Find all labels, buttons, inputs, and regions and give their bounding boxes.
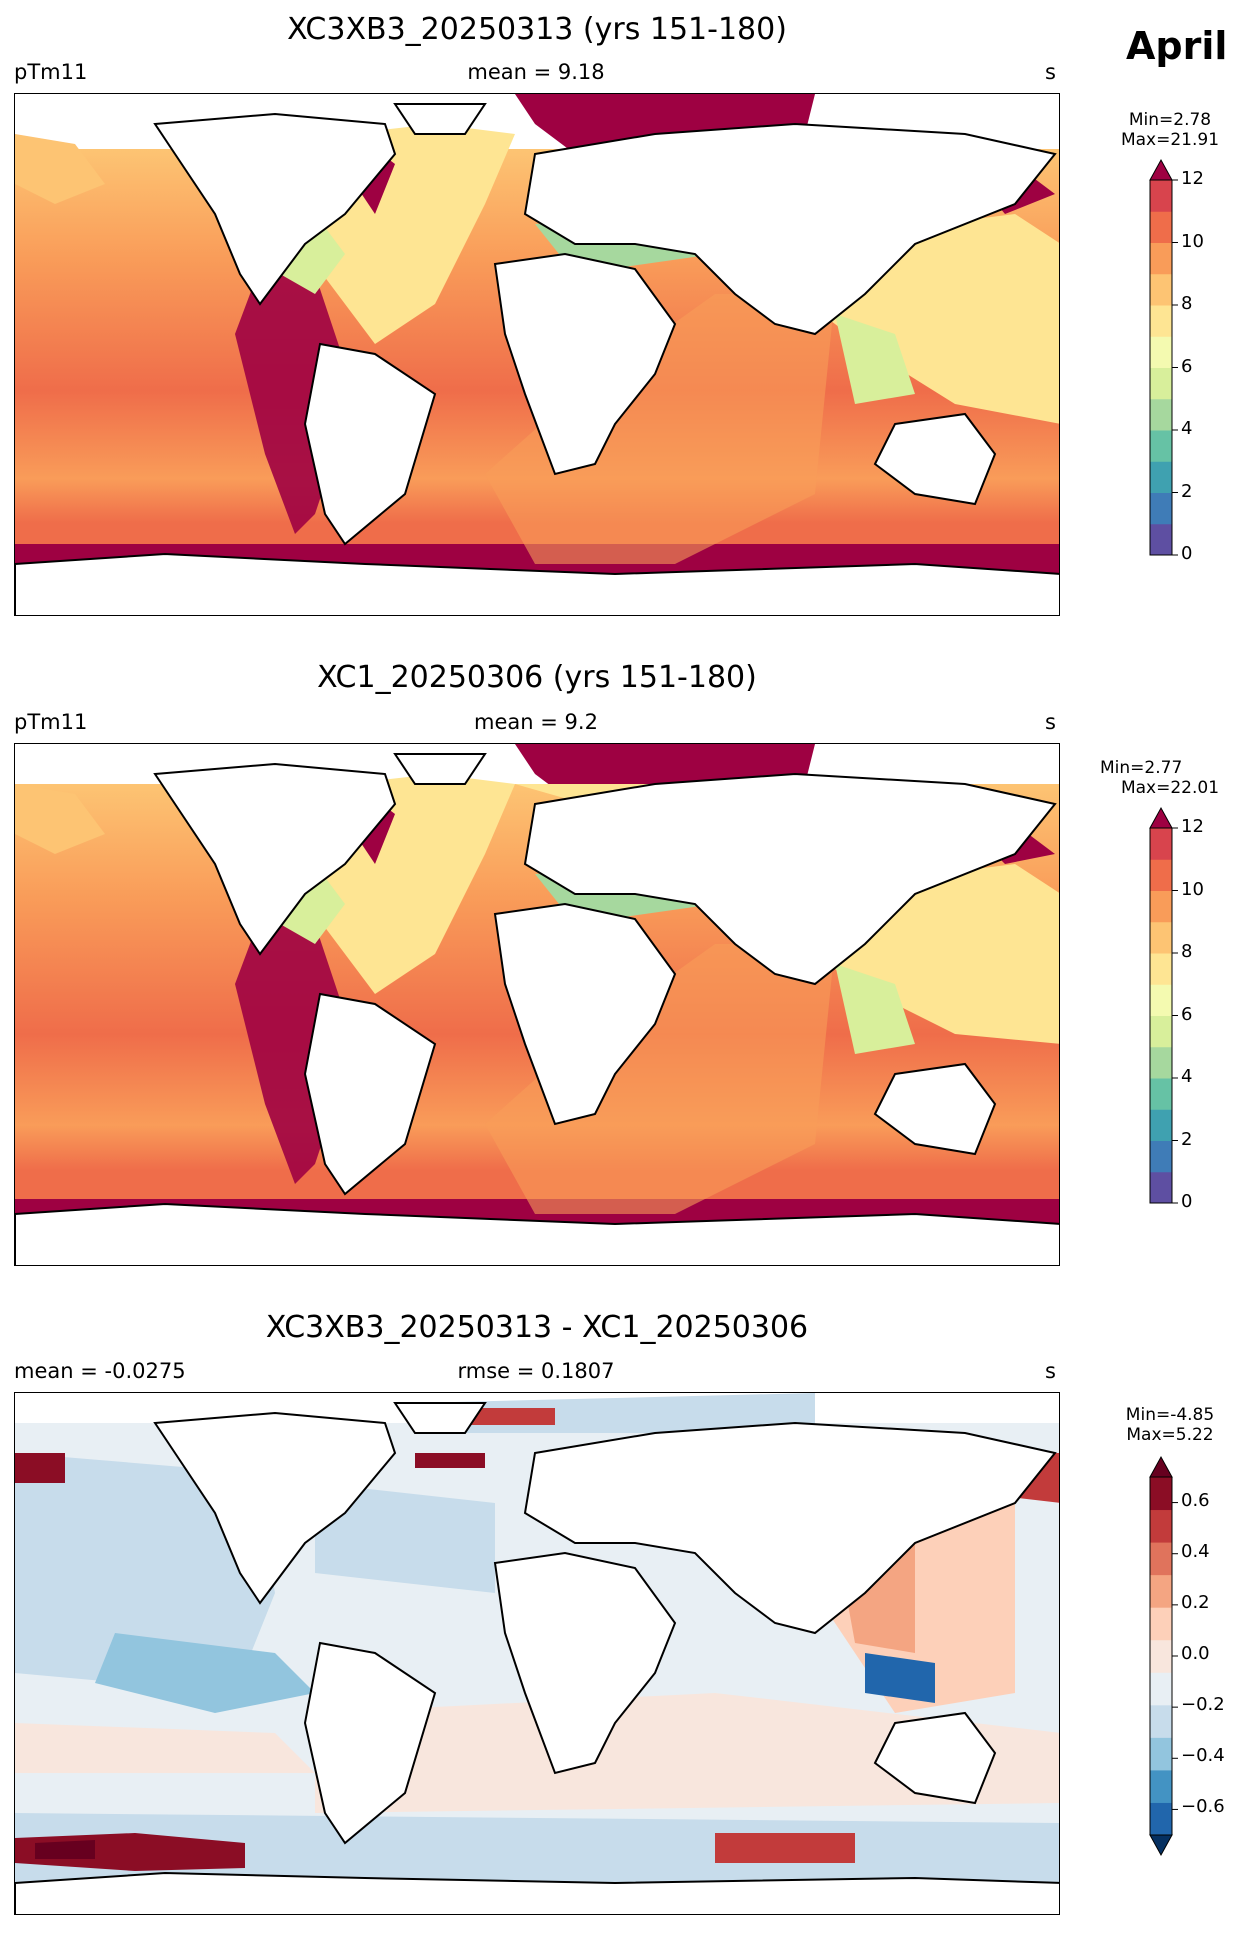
- colorbar-swatch: [1150, 1769, 1172, 1803]
- colorbar-swatch: [1150, 1802, 1172, 1836]
- panel-2-colorbar-min: Min=2.77: [1100, 758, 1183, 778]
- panel-3-mean-label: mean = -0.0275: [14, 1359, 186, 1383]
- panel-1-variable-label: pTm11: [14, 60, 88, 84]
- colorbar-swatch: [1150, 1109, 1172, 1141]
- panel-1-mean-label: mean = 9.18: [467, 60, 605, 84]
- colorbar-swatch: [1150, 461, 1172, 493]
- panel-1-colorbar: [1149, 158, 1178, 556]
- month-label: April: [1126, 24, 1228, 68]
- panel-2-variable-label: pTm11: [14, 710, 88, 734]
- panel-3-colorbar-tick-0.4: 0.4: [1181, 1541, 1210, 1562]
- colorbar-swatch: [1150, 921, 1172, 954]
- panel-3-title: XC3XB3_20250313 - XC1_20250306: [265, 1310, 809, 1345]
- colorbar-swatch: [1150, 273, 1172, 306]
- colorbar-swatch: [1150, 305, 1172, 337]
- panel-3-colorbar-max: Max=5.22: [1126, 1425, 1214, 1445]
- colorbar-swatch: [1150, 1574, 1172, 1608]
- colorbar-swatch: [1150, 1140, 1172, 1173]
- colorbar-swatch: [1150, 953, 1172, 985]
- panel-2-mean-label: mean = 9.2: [474, 710, 598, 734]
- panel-3-colorbar-tick-neg0.2: −0.2: [1181, 1694, 1225, 1715]
- panel-3-colorbar-tick-0.6: 0.6: [1181, 1490, 1210, 1511]
- colorbar-swatch: [1150, 211, 1172, 243]
- colorbar-swatch: [1150, 859, 1172, 891]
- panel-1-colorbar-max: Max=21.91: [1120, 130, 1220, 150]
- colorbar-swatch: [1150, 1639, 1172, 1673]
- colorbar-extend-max-arrow: [1149, 1455, 1173, 1478]
- panel-1-colorbar-tick-6: 6: [1181, 356, 1193, 377]
- panel-1-colorbar-tick-4: 4: [1181, 418, 1193, 439]
- panel-3-colorbar: [1149, 1455, 1178, 1857]
- colorbar-swatch: [1150, 1737, 1172, 1771]
- panel-2-colorbar-max: Max=22.01: [1120, 778, 1220, 798]
- colorbar-swatch: [1150, 523, 1172, 556]
- panel-2-colorbar: [1149, 806, 1178, 1204]
- colorbar-swatch: [1150, 1078, 1172, 1110]
- colorbar-swatch: [1150, 1477, 1172, 1511]
- colorbar-swatch: [1150, 1672, 1172, 1706]
- panel-2-colorbar-tick-10: 10: [1181, 879, 1204, 900]
- colorbar-swatch: [1150, 1171, 1172, 1204]
- colorbar-swatch: [1150, 180, 1172, 212]
- panel-2-map: [14, 743, 1060, 1266]
- panel-3-colorbar-swatches: [1149, 1455, 1178, 1857]
- panel-1-colorbar-tick-0: 0: [1181, 543, 1193, 564]
- panel-2-colorbar-tick-4: 4: [1181, 1066, 1193, 1087]
- panel-1-land: [15, 103, 1059, 615]
- colorbar-swatch: [1150, 1607, 1172, 1641]
- panel-1-colorbar-tick-12: 12: [1181, 168, 1204, 189]
- colorbar-swatch: [1150, 430, 1172, 462]
- panel-2-colorbar-tick-12: 12: [1181, 816, 1204, 837]
- panel-1-title: XC3XB3_20250313 (yrs 151-180): [287, 12, 787, 47]
- colorbar-extend-max-arrow: [1149, 806, 1173, 829]
- panel-2-land: [15, 753, 1059, 1265]
- colorbar-swatch: [1150, 1704, 1172, 1738]
- panel-3-land: [15, 1402, 1059, 1914]
- panel-1-colorbar-tick-8: 8: [1181, 293, 1193, 314]
- panel-2-colorbar-swatches: [1149, 806, 1178, 1204]
- panel-1-colorbar-tick-2: 2: [1181, 481, 1193, 502]
- panel-2-colorbar-tick-0: 0: [1181, 1191, 1193, 1212]
- panel-3-colorbar-tick-neg0.4: −0.4: [1181, 1745, 1225, 1766]
- panel-1-colorbar-min: Min=2.78: [1128, 110, 1212, 130]
- colorbar-swatch: [1150, 828, 1172, 860]
- panel-1-units-label: s: [1045, 60, 1056, 84]
- panel-3-colorbar-tick-0.0: 0.0: [1181, 1643, 1210, 1664]
- colorbar-swatch: [1150, 492, 1172, 525]
- colorbar-swatch: [1150, 890, 1172, 923]
- panel-2-title: XC1_20250306 (yrs 151-180): [317, 660, 757, 695]
- panel-2-colorbar-tick-6: 6: [1181, 1004, 1193, 1025]
- panel-3-rmse-label: rmse = 0.1807: [457, 1359, 615, 1383]
- panel-3-map: [14, 1392, 1060, 1915]
- colorbar-swatch: [1150, 984, 1172, 1016]
- colorbar-swatch: [1150, 242, 1172, 275]
- panel-1-map: [14, 93, 1060, 616]
- colorbar-swatch: [1150, 1046, 1172, 1079]
- panel-2-colorbar-tick-2: 2: [1181, 1129, 1193, 1150]
- colorbar-swatch: [1150, 398, 1172, 431]
- colorbar-extend-min-arrow: [1149, 1834, 1173, 1857]
- panel-3-colorbar-tick-0.2: 0.2: [1181, 1592, 1210, 1613]
- panel-1-colorbar-tick-10: 10: [1181, 231, 1204, 252]
- colorbar-swatch: [1150, 1015, 1172, 1048]
- panel-2-colorbar-tick-8: 8: [1181, 941, 1193, 962]
- colorbar-swatch: [1150, 336, 1172, 368]
- colorbar-swatch: [1150, 1542, 1172, 1576]
- panel-3-colorbar-tick-neg0.6: −0.6: [1181, 1796, 1225, 1817]
- colorbar-extend-max-arrow: [1149, 158, 1173, 181]
- panel-2-units-label: s: [1045, 710, 1056, 734]
- colorbar-swatch: [1150, 367, 1172, 400]
- panel-3-units-label: s: [1045, 1359, 1056, 1383]
- panel-1-colorbar-swatches: [1149, 158, 1178, 556]
- panel-3-colorbar-min: Min=-4.85: [1125, 1405, 1215, 1425]
- colorbar-swatch: [1150, 1509, 1172, 1543]
